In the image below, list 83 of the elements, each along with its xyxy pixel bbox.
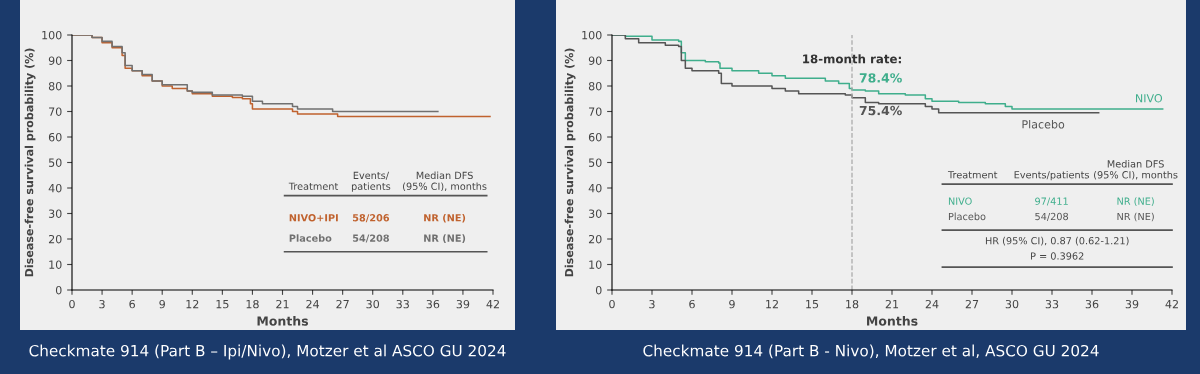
annotation: Events/patients	[1014, 170, 1090, 181]
y-tick-label: 60	[48, 132, 62, 142]
text: NIVO+IPI	[289, 214, 338, 222]
y-tick-label: 10	[49, 260, 62, 269]
text: Checkmate 914 (Part B - Nivo), Motzer et al, ASCO GU 2024	[643, 344, 1099, 359]
y-tick-label: 40	[48, 183, 62, 193]
y-tick-label: 90	[588, 56, 602, 65]
x-axis-title: Months	[867, 316, 918, 326]
x-tick-label: 12	[766, 299, 778, 309]
y-axis-title: Disease-free survival probability (%)	[564, 48, 576, 277]
x-tick-label: 42	[1165, 299, 1178, 309]
x-tick-label: 36	[426, 299, 440, 309]
annotation: 78.4%	[859, 73, 902, 83]
x-tick-label: 21	[885, 299, 899, 309]
x-tick-label: 27	[965, 299, 979, 309]
annotation: NR (NE)	[1117, 197, 1154, 206]
y-axis-title: Disease-free survival probability (%)	[24, 48, 36, 277]
y-tick-label: 80	[48, 81, 62, 91]
x-tick-label: 12	[186, 299, 199, 309]
x-tick-label: 30	[1005, 299, 1019, 309]
annotation: P = 0.3962	[1031, 252, 1084, 260]
text: Placebo	[289, 234, 332, 242]
x-tick-label: 33	[396, 299, 409, 309]
y-tick-label: 0	[55, 285, 62, 295]
annotation: 54/208	[352, 234, 389, 243]
annotation: 54/208	[1035, 212, 1069, 221]
x-tick-label: 9	[159, 299, 165, 309]
text: NIVO	[948, 197, 972, 205]
annotation: NR (NE)	[424, 213, 466, 223]
x-tick-label: 30	[366, 299, 380, 309]
x-tick-label: 15	[806, 300, 819, 309]
x-tick-label: 18	[846, 299, 859, 309]
annotation: Treatment	[288, 182, 339, 190]
annotation: HR (95% CI), 0.87 (0.62-1.21)	[985, 236, 1129, 246]
y-tick-label: 80	[588, 81, 602, 91]
x-tick-label: 39	[1125, 299, 1139, 309]
y-tick-label: 100	[582, 30, 602, 40]
ref-line-label: 18-month rate:	[803, 54, 901, 64]
annotation: 97/411	[1035, 197, 1068, 206]
x-tick-label: 9	[729, 299, 735, 309]
annotation: Treatment	[947, 171, 998, 179]
x-tick-label: 42	[486, 299, 499, 309]
x-tick-label: 39	[456, 299, 470, 309]
x-tick-label: 3	[649, 299, 655, 309]
series-label: Placebo	[1022, 119, 1065, 129]
annotation: 75.4%	[859, 105, 902, 116]
y-tick-label: 10	[589, 260, 602, 269]
y-tick-label: 60	[588, 132, 602, 142]
text: Checkmate 914 (Part B – Ipi/Nivo), Motzer et al ASCO GU 2024	[29, 344, 506, 360]
y-tick-label: 90	[48, 56, 62, 65]
y-tick-label: 50	[589, 158, 602, 167]
annotation: Median DFS (95% CI), months	[1094, 160, 1178, 180]
x-tick-label: 0	[609, 299, 615, 309]
y-tick-label: 70	[589, 107, 602, 116]
y-tick-label: 30	[588, 209, 602, 218]
y-tick-label: 50	[49, 158, 62, 167]
y-tick-label: 40	[588, 183, 602, 193]
y-tick-label: 20	[588, 234, 602, 244]
x-tick-label: 24	[925, 299, 939, 309]
x-tick-label: 15	[216, 300, 229, 309]
x-tick-label: 33	[1045, 299, 1059, 309]
x-tick-label: 21	[276, 299, 289, 309]
x-tick-label: 3	[99, 299, 105, 309]
y-tick-label: 30	[48, 209, 62, 218]
y-tick-label: 20	[48, 234, 62, 244]
x-tick-label: 18	[246, 299, 259, 309]
x-axis-title: Months	[257, 316, 309, 326]
annotation: Events/ patients	[351, 171, 391, 192]
annotation: NR (NE)	[1117, 212, 1154, 222]
text: Placebo	[948, 212, 986, 221]
x-tick-label: 27	[336, 299, 349, 309]
y-tick-label: 100	[42, 30, 62, 40]
annotation: NR (NE)	[424, 234, 466, 243]
y-tick-label: 70	[49, 107, 62, 116]
y-tick-label: 0	[595, 285, 602, 295]
x-tick-label: 36	[1085, 299, 1099, 309]
x-tick-label: 6	[129, 299, 135, 309]
series-label: NIVO	[1136, 94, 1163, 103]
x-tick-label: 0	[69, 299, 75, 309]
x-tick-label: 6	[689, 299, 695, 309]
x-tick-label: 24	[306, 299, 320, 309]
annotation: Median DFS (95% CI), months	[403, 171, 487, 192]
annotation: 58/206	[352, 214, 390, 223]
